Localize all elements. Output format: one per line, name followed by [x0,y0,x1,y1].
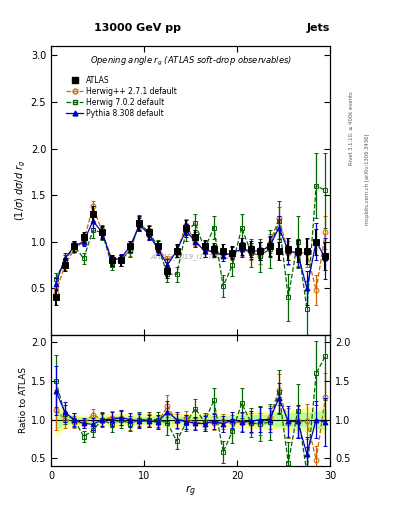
Legend: ATLAS, Herwig++ 2.7.1 default, Herwig 7.0.2 default, Pythia 8.308 default: ATLAS, Herwig++ 2.7.1 default, Herwig 7.… [63,73,180,121]
Text: Jets: Jets [307,23,330,33]
Y-axis label: Ratio to ATLAS: Ratio to ATLAS [19,367,28,433]
X-axis label: $r_g$: $r_g$ [185,483,196,499]
Text: mcplots.cern.ch [arXiv:1306.3436]: mcplots.cern.ch [arXiv:1306.3436] [365,134,370,225]
Text: ATLAS_2019_I1772062: ATLAS_2019_I1772062 [151,253,231,260]
Text: Rivet 3.1.10, ≥ 400k events: Rivet 3.1.10, ≥ 400k events [349,91,354,165]
Text: 13000 GeV pp: 13000 GeV pp [94,23,181,33]
Y-axis label: $(1/\sigma)$ $d\sigma/d$ $r_g$: $(1/\sigma)$ $d\sigma/d$ $r_g$ [13,160,28,221]
Text: Opening angle $r_g$ (ATLAS soft-drop observables): Opening angle $r_g$ (ATLAS soft-drop obs… [90,55,292,68]
